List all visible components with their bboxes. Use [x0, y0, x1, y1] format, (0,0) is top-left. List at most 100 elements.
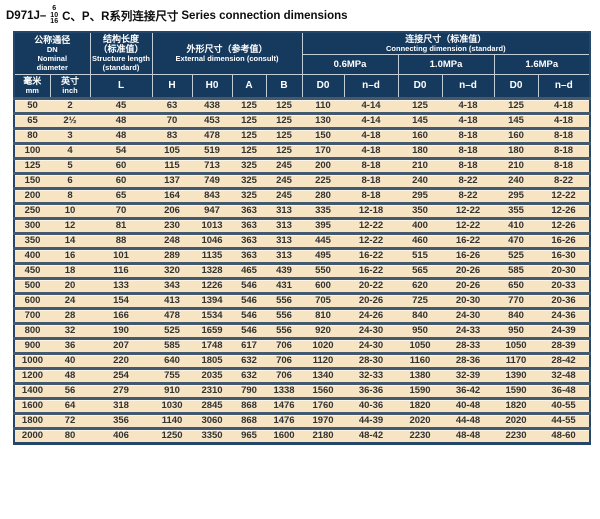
cell-nd-0.6mpa: 36-36 — [344, 381, 399, 398]
header-unit-mm: 毫米 mm — [13, 73, 51, 99]
cell-nd-1.0mpa: 20-26 — [442, 276, 495, 293]
cell-A: 617 — [232, 336, 267, 353]
cell-dn-mm: 2000 — [14, 426, 50, 443]
cell-d0-1.6mpa: 1170 — [494, 351, 539, 368]
cell-nd-1.6mpa: 28-39 — [538, 336, 591, 353]
cell-d0-1.6mpa: 950 — [494, 321, 539, 338]
cell-d0-1.6mpa: 210 — [494, 156, 539, 173]
cell-L: 166 — [90, 306, 153, 323]
table-body: 50 2 45 63 438 125 125 110 4-14 125 4-18 125 4-18 65 2… — [14, 96, 591, 443]
cell-H: 910 — [152, 381, 193, 398]
cell-nd-1.0mpa: 40-48 — [442, 396, 495, 413]
cell-dn-inch: 3 — [50, 126, 91, 143]
cell-d0-1.0mpa: 565 — [398, 261, 443, 278]
header-col-d0-0.6: D0 — [301, 73, 345, 99]
cell-A: 546 — [232, 276, 267, 293]
table-row: 300 12 81 230 1013 363 313 395 12-22 400 12-22 410 1… — [14, 216, 591, 233]
cell-H: 230 — [152, 216, 193, 233]
cell-nd-1.6mpa: 36-48 — [538, 381, 591, 398]
header-col-d0-1.0: D0 — [397, 73, 443, 99]
cell-H: 413 — [152, 291, 193, 308]
cell-B: 313 — [266, 231, 303, 248]
cell-d0-0.6mpa: 225 — [302, 171, 345, 188]
cell-nd-1.6mpa: 16-26 — [538, 231, 591, 248]
cell-A: 325 — [232, 156, 267, 173]
cell-d0-1.0mpa: 240 — [398, 171, 443, 188]
cell-L: 101 — [90, 246, 153, 263]
cell-nd-1.0mpa: 4-18 — [442, 111, 495, 128]
cell-nd-1.0mpa: 8-18 — [442, 141, 495, 158]
cell-B: 125 — [266, 126, 303, 143]
cell-d0-1.0mpa: 620 — [398, 276, 443, 293]
cell-d0-1.6mpa: 240 — [494, 171, 539, 188]
cell-nd-1.0mpa: 8-18 — [442, 126, 495, 143]
cell-d0-0.6mpa: 1340 — [302, 366, 345, 383]
cell-nd-1.6mpa: 4-18 — [538, 111, 591, 128]
header-col-H0: H0 — [191, 73, 233, 99]
cell-dn-inch: 8 — [50, 186, 91, 203]
table-row: 1600 64 318 1030 2845 868 1476 1760 40-36 1820 40-… — [14, 396, 591, 413]
cell-L: 154 — [90, 291, 153, 308]
cell-nd-0.6mpa: 16-22 — [344, 261, 399, 278]
cell-d0-1.0mpa: 515 — [398, 246, 443, 263]
cell-dn-mm: 1200 — [14, 366, 50, 383]
model-code: D971J– — [6, 10, 47, 22]
cell-nd-1.0mpa: 20-30 — [442, 291, 495, 308]
cell-nd-0.6mpa: 12-22 — [344, 216, 399, 233]
cell-dn-inch: 64 — [50, 396, 91, 413]
cell-dn-inch: 10 — [50, 201, 91, 218]
cell-dn-inch: 20 — [50, 276, 91, 293]
header-col-L: L — [89, 73, 153, 99]
cell-d0-1.0mpa: 1820 — [398, 396, 443, 413]
cell-dn-mm: 1000 — [14, 351, 50, 368]
cell-H0: 2310 — [192, 381, 233, 398]
cell-nd-0.6mpa: 48-42 — [344, 426, 399, 443]
cell-B: 706 — [266, 336, 303, 353]
header-col-B: B — [265, 73, 303, 99]
cell-H0: 1748 — [192, 336, 233, 353]
cell-dn-inch: 32 — [50, 321, 91, 338]
cell-H: 1030 — [152, 396, 193, 413]
cell-nd-0.6mpa: 20-22 — [344, 276, 399, 293]
cell-H: 248 — [152, 231, 193, 248]
cell-d0-1.6mpa: 410 — [494, 216, 539, 233]
cell-A: 465 — [232, 261, 267, 278]
cell-nd-1.6mpa: 40-55 — [538, 396, 591, 413]
cell-nd-0.6mpa: 24-30 — [344, 321, 399, 338]
cell-dn-mm: 65 — [14, 111, 50, 128]
cell-nd-1.6mpa: 20-33 — [538, 276, 591, 293]
cell-nd-0.6mpa: 24-30 — [344, 336, 399, 353]
cell-dn-mm: 450 — [14, 261, 50, 278]
cell-B: 1476 — [266, 396, 303, 413]
cell-nd-0.6mpa: 8-18 — [344, 186, 399, 203]
cell-L: 406 — [90, 426, 153, 443]
cell-nd-0.6mpa: 4-14 — [344, 111, 399, 128]
cell-nd-0.6mpa: 12-22 — [344, 231, 399, 248]
pressure-rating: 10 — [50, 11, 59, 19]
cell-H: 70 — [152, 111, 193, 128]
cell-nd-1.0mpa: 44-48 — [442, 411, 495, 428]
cell-dn-inch: 28 — [50, 306, 91, 323]
cell-d0-1.0mpa: 1590 — [398, 381, 443, 398]
cell-L: 81 — [90, 216, 153, 233]
cell-B: 556 — [266, 291, 303, 308]
cell-B: 313 — [266, 216, 303, 233]
cell-H: 115 — [152, 156, 193, 173]
cell-d0-1.6mpa: 1390 — [494, 366, 539, 383]
cell-H0: 519 — [192, 141, 233, 158]
cell-d0-1.6mpa: 295 — [494, 186, 539, 203]
cell-dn-mm: 250 — [14, 201, 50, 218]
pressure-rating: 6 — [52, 5, 57, 13]
cell-H0: 1805 — [192, 351, 233, 368]
cell-L: 54 — [90, 141, 153, 158]
cell-H0: 1659 — [192, 321, 233, 338]
table-row: 1400 56 279 910 2310 790 1338 1560 36-36 1590 36-4… — [14, 381, 591, 398]
cell-L: 190 — [90, 321, 153, 338]
cell-H: 289 — [152, 246, 193, 263]
header-col-A: A — [231, 73, 267, 99]
cell-dn-inch: 16 — [50, 246, 91, 263]
cell-nd-1.0mpa: 28-33 — [442, 336, 495, 353]
cell-L: 60 — [90, 171, 153, 188]
page-title: D971J– 6 10 16 C、P、R系列连接尺寸 Series connec… — [6, 3, 348, 29]
cell-H: 478 — [152, 306, 193, 323]
